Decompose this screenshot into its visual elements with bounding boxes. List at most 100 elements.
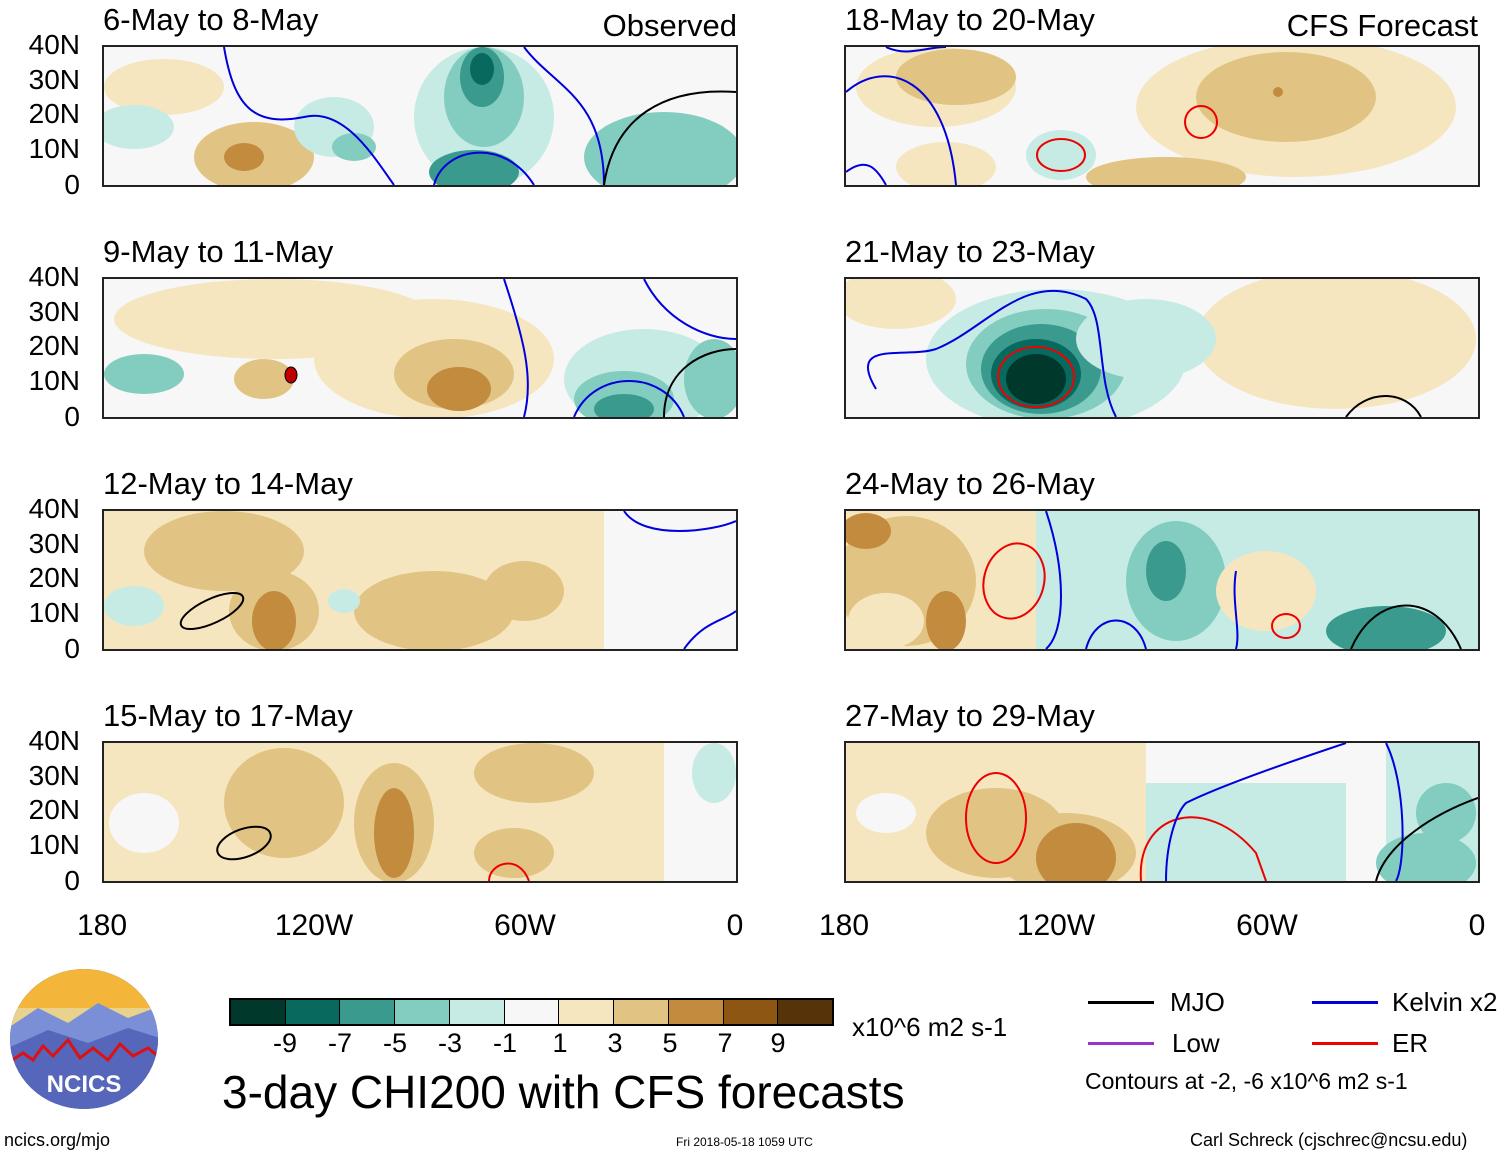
kelvin-contour — [867, 289, 1117, 417]
main-title: 3-day CHI200 with CFS forecasts — [222, 1066, 905, 1118]
ncics-logo[interactable]: NCICS — [8, 968, 160, 1110]
panel-2-title: 9-May to 11-May — [103, 234, 334, 269]
y-tick: 40N — [28, 29, 80, 60]
anomaly-blob — [144, 511, 304, 591]
mjo-contour — [663, 348, 736, 417]
panel-3-title: 12-May to 14-May — [103, 466, 353, 501]
anomaly-blob — [1036, 823, 1116, 881]
colorbar-swatch — [613, 1000, 668, 1024]
colorbar-tick: 9 — [770, 1028, 786, 1058]
colorbar-swatch — [231, 1000, 285, 1024]
y-tick: 20N — [28, 562, 80, 593]
kelvin-contour — [885, 47, 947, 53]
legend-line-kelvin — [1312, 1001, 1378, 1004]
x-tick: 0 — [726, 909, 744, 942]
mjo-contour — [1375, 797, 1478, 881]
kelvin-contour — [846, 163, 887, 185]
anomaly-blob — [1376, 833, 1476, 881]
map-panel-7 — [844, 509, 1480, 651]
anomaly-blob — [224, 143, 264, 171]
er-contour — [1036, 138, 1086, 172]
colorbar — [229, 998, 834, 1026]
anomaly-blob — [896, 142, 996, 185]
kelvin-contour — [643, 279, 736, 340]
kelvin-contour — [1045, 511, 1062, 649]
er-contour — [1139, 816, 1267, 881]
mjo-contour — [1350, 604, 1462, 649]
x-tick: 180 — [818, 909, 870, 942]
colorbar-tick: -9 — [272, 1028, 297, 1058]
er-contour — [1271, 613, 1301, 639]
panel-7-title: 24-May to 26-May — [845, 466, 1095, 501]
anomaly-blob — [692, 743, 736, 803]
legend-line-er — [1312, 1042, 1378, 1045]
legend-label-er: ER — [1392, 1028, 1429, 1058]
colorbar-tick: 3 — [607, 1028, 623, 1058]
logo-text: NCICS — [47, 1071, 122, 1098]
panel-8-title: 27-May to 29-May — [845, 698, 1095, 733]
anomaly-blob — [1196, 52, 1376, 142]
anomaly-blob — [470, 53, 494, 85]
y-tick: 30N — [28, 64, 80, 95]
y-tick: 40N — [28, 493, 80, 524]
er-contour — [982, 542, 1046, 620]
y-tick: 10N — [28, 597, 80, 628]
anomaly-blob — [104, 354, 184, 394]
er-contour — [488, 862, 530, 881]
anomaly-blob — [474, 828, 554, 878]
anomaly-blob — [224, 748, 344, 858]
er-contour — [1184, 105, 1218, 139]
colorbar-swatch — [503, 1000, 559, 1024]
anomaly-blob — [429, 150, 519, 185]
legend-note: Contours at -2, -6 x10^6 m2 s-1 — [1085, 1068, 1408, 1094]
anomaly-blob — [484, 561, 564, 621]
y-tick: 0 — [64, 633, 80, 664]
mjo-contour — [603, 90, 736, 185]
footer-url[interactable]: ncics.org/mjo — [4, 1130, 111, 1150]
colorbar-swatch — [448, 1000, 504, 1024]
anomaly-blob — [109, 793, 179, 853]
footer-author: Carl Schreck (cjschrec@ncsu.edu) — [1190, 1130, 1468, 1150]
colorbar-swatch — [722, 1000, 778, 1024]
anomaly-blob — [474, 743, 594, 803]
legend-line-low — [1088, 1042, 1154, 1045]
anomaly-blob — [926, 591, 966, 649]
anomaly-blob — [1146, 541, 1186, 601]
kelvin-contour — [1085, 619, 1147, 649]
y-tick: 20N — [28, 794, 80, 825]
mjo-contour — [179, 591, 245, 631]
y-tick: 40N — [28, 725, 80, 756]
y-tick: 0 — [64, 169, 80, 200]
y-tick: 0 — [64, 865, 80, 896]
panel-1-tag: Observed — [602, 8, 737, 43]
anomaly-blob — [374, 788, 414, 878]
x-tick: 180 — [76, 909, 128, 942]
colorbar-swatch — [284, 1000, 340, 1024]
panel-4-title: 15-May to 17-May — [103, 698, 353, 733]
map-panel-6 — [844, 277, 1480, 419]
anomaly-blob — [1273, 87, 1283, 97]
kelvin-contour — [523, 47, 605, 185]
colorbar-swatch — [558, 1000, 614, 1024]
colorbar-swatch — [339, 1000, 395, 1024]
colorbar-tick: -7 — [327, 1028, 352, 1058]
y-tick: 20N — [28, 98, 80, 129]
kelvin-contour — [1165, 743, 1347, 881]
anomaly-blob — [1196, 279, 1476, 409]
anomaly-blob — [104, 59, 224, 115]
anomaly-blob — [332, 133, 376, 161]
er-contour — [997, 346, 1075, 408]
anomaly-blob — [1416, 783, 1476, 843]
colorbar-tick: 5 — [662, 1028, 678, 1058]
map-panel-1 — [102, 45, 738, 187]
footer-timestamp: Fri 2018-05-18 1059 UTC — [676, 1135, 813, 1149]
anomaly-blob — [104, 105, 174, 149]
legend-label-low: Low — [1172, 1028, 1220, 1058]
kelvin-contour — [503, 279, 529, 417]
anomaly-blob — [584, 112, 736, 185]
y-tick: 0 — [64, 401, 80, 432]
map-panel-4 — [102, 741, 738, 883]
anomaly-blob — [1006, 354, 1066, 404]
map-panel-8 — [844, 741, 1480, 883]
x-tick: 120W — [274, 909, 354, 942]
